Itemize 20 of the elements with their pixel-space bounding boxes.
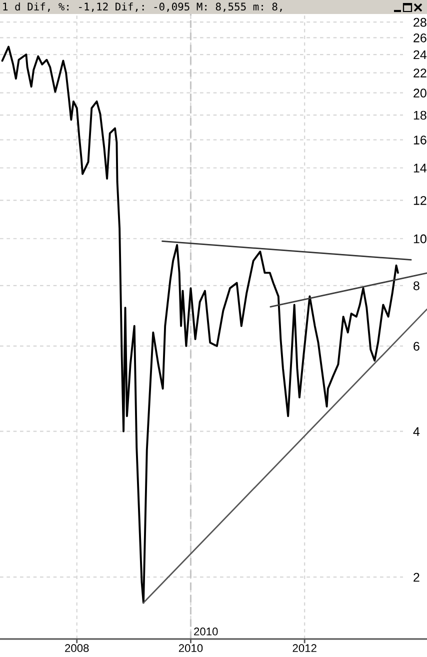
ref-line-label: 2010 [194,628,218,636]
y-tick-label: 24 [414,50,427,60]
y-tick-label: 14 [414,164,427,172]
chart-title: 1 d Dif, %: -1,12 Dif,: -0,095 M: 8,555 m: 8, [3,2,282,12]
y-tick-label: 22 [414,68,426,78]
y-tick-label: 2 [414,572,420,582]
y-tick-label: 4 [413,427,420,436]
y-tick-label: 28 [414,18,426,27]
y-tick-label: 26 [414,33,426,42]
x-tick-label: 2010 [178,644,203,652]
y-tick-label: 8 [414,281,420,290]
x-tick-label: 2008 [65,644,89,652]
y-tick-label: 12 [414,196,426,205]
line-series [1,46,399,604]
y-tick-label: 6 [414,342,420,351]
y-tick-label: 10 [414,234,426,244]
y-tick-label: 16 [414,136,426,144]
y-tick-label: 20 [414,88,426,98]
y-tick-label: 18 [414,110,426,120]
x-tick-label: 2012 [292,644,316,652]
